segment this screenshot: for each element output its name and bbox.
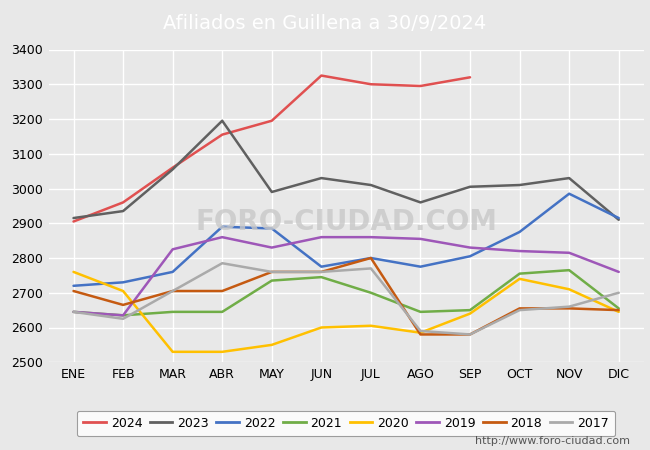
Legend: 2024, 2023, 2022, 2021, 2020, 2019, 2018, 2017: 2024, 2023, 2022, 2021, 2020, 2019, 2018… (77, 411, 616, 436)
Text: FORO-CIUDAD.COM: FORO-CIUDAD.COM (195, 207, 497, 235)
Text: Afiliados en Guillena a 30/9/2024: Afiliados en Guillena a 30/9/2024 (163, 14, 487, 33)
Text: http://www.foro-ciudad.com: http://www.foro-ciudad.com (476, 436, 630, 446)
